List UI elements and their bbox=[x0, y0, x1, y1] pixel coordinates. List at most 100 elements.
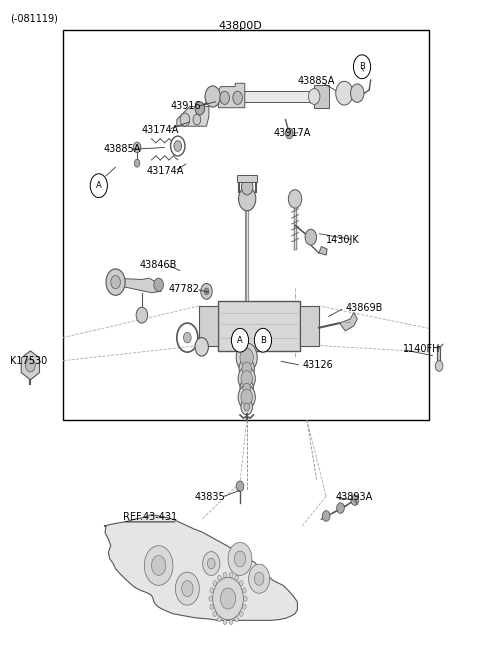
Circle shape bbox=[241, 179, 253, 195]
Circle shape bbox=[207, 558, 215, 569]
Bar bbox=[218, 301, 300, 351]
Text: 47782: 47782 bbox=[168, 285, 199, 295]
Circle shape bbox=[209, 596, 213, 601]
Text: 43846B: 43846B bbox=[140, 260, 177, 270]
Circle shape bbox=[286, 128, 293, 139]
Circle shape bbox=[180, 113, 190, 126]
Text: 43800D: 43800D bbox=[218, 21, 262, 30]
Circle shape bbox=[170, 136, 185, 156]
Text: 43893A: 43893A bbox=[336, 493, 373, 502]
Circle shape bbox=[231, 328, 249, 352]
Circle shape bbox=[210, 588, 214, 593]
Circle shape bbox=[242, 588, 246, 593]
Circle shape bbox=[213, 611, 217, 616]
Circle shape bbox=[201, 283, 212, 299]
Text: 43174A: 43174A bbox=[142, 124, 179, 134]
Circle shape bbox=[241, 389, 252, 405]
Circle shape bbox=[234, 551, 246, 567]
Circle shape bbox=[134, 160, 140, 167]
Circle shape bbox=[203, 551, 220, 575]
Circle shape bbox=[249, 564, 270, 593]
Text: 43885A: 43885A bbox=[298, 76, 335, 86]
Circle shape bbox=[223, 573, 227, 578]
Circle shape bbox=[181, 581, 193, 596]
Circle shape bbox=[229, 620, 233, 625]
Circle shape bbox=[238, 367, 255, 391]
Circle shape bbox=[323, 510, 330, 521]
Circle shape bbox=[220, 588, 236, 609]
Circle shape bbox=[144, 545, 173, 585]
Circle shape bbox=[217, 575, 221, 581]
Circle shape bbox=[238, 385, 255, 409]
Text: 1430JK: 1430JK bbox=[326, 235, 360, 245]
Circle shape bbox=[233, 91, 242, 105]
Circle shape bbox=[136, 307, 148, 323]
Circle shape bbox=[243, 383, 251, 394]
Circle shape bbox=[242, 604, 246, 609]
Circle shape bbox=[111, 275, 120, 289]
Text: A: A bbox=[96, 181, 102, 190]
Circle shape bbox=[435, 361, 443, 371]
Bar bbox=[300, 306, 319, 346]
Circle shape bbox=[236, 343, 257, 372]
Circle shape bbox=[254, 328, 272, 352]
Text: 43126: 43126 bbox=[302, 360, 333, 370]
Text: 43869B: 43869B bbox=[345, 303, 383, 313]
Circle shape bbox=[213, 577, 243, 620]
Circle shape bbox=[239, 358, 254, 379]
Circle shape bbox=[243, 596, 247, 601]
Circle shape bbox=[223, 620, 227, 625]
Circle shape bbox=[240, 379, 253, 398]
Circle shape bbox=[183, 332, 191, 343]
Text: 43916: 43916 bbox=[170, 101, 201, 111]
Circle shape bbox=[220, 91, 229, 105]
Polygon shape bbox=[218, 83, 245, 108]
Circle shape bbox=[239, 187, 256, 211]
Text: B: B bbox=[260, 336, 266, 345]
Circle shape bbox=[336, 81, 353, 105]
Circle shape bbox=[309, 89, 320, 105]
Text: 1140FH: 1140FH bbox=[403, 344, 440, 354]
Circle shape bbox=[217, 616, 221, 622]
Bar bbox=[63, 30, 429, 420]
Circle shape bbox=[193, 115, 201, 125]
Circle shape bbox=[244, 403, 250, 411]
Circle shape bbox=[229, 573, 233, 578]
Circle shape bbox=[195, 338, 208, 356]
Circle shape bbox=[210, 604, 214, 609]
Text: K17530: K17530 bbox=[10, 355, 48, 365]
Text: (-081119): (-081119) bbox=[10, 14, 58, 24]
Polygon shape bbox=[21, 351, 39, 380]
Polygon shape bbox=[113, 278, 161, 293]
Circle shape bbox=[350, 84, 364, 103]
Text: A: A bbox=[237, 336, 243, 345]
Bar bbox=[199, 306, 218, 346]
Circle shape bbox=[240, 611, 243, 616]
Circle shape bbox=[241, 371, 252, 387]
Circle shape bbox=[154, 278, 163, 291]
Circle shape bbox=[254, 572, 264, 585]
Circle shape bbox=[240, 581, 243, 586]
Circle shape bbox=[240, 348, 253, 367]
Circle shape bbox=[242, 362, 252, 375]
Bar bbox=[237, 175, 257, 181]
Circle shape bbox=[235, 575, 239, 581]
Circle shape bbox=[236, 481, 244, 491]
Polygon shape bbox=[177, 107, 209, 126]
Circle shape bbox=[305, 229, 317, 245]
Text: 43174A: 43174A bbox=[147, 166, 184, 176]
Circle shape bbox=[90, 173, 108, 197]
Circle shape bbox=[353, 55, 371, 79]
Circle shape bbox=[106, 269, 125, 295]
Circle shape bbox=[205, 86, 220, 107]
Circle shape bbox=[351, 495, 359, 505]
Circle shape bbox=[195, 102, 204, 115]
Circle shape bbox=[204, 288, 209, 295]
Circle shape bbox=[175, 572, 199, 605]
Text: REF.43-431: REF.43-431 bbox=[123, 512, 177, 522]
Circle shape bbox=[288, 189, 302, 208]
Circle shape bbox=[241, 399, 252, 415]
Circle shape bbox=[228, 542, 252, 575]
Circle shape bbox=[133, 142, 141, 153]
Bar bbox=[314, 85, 328, 109]
